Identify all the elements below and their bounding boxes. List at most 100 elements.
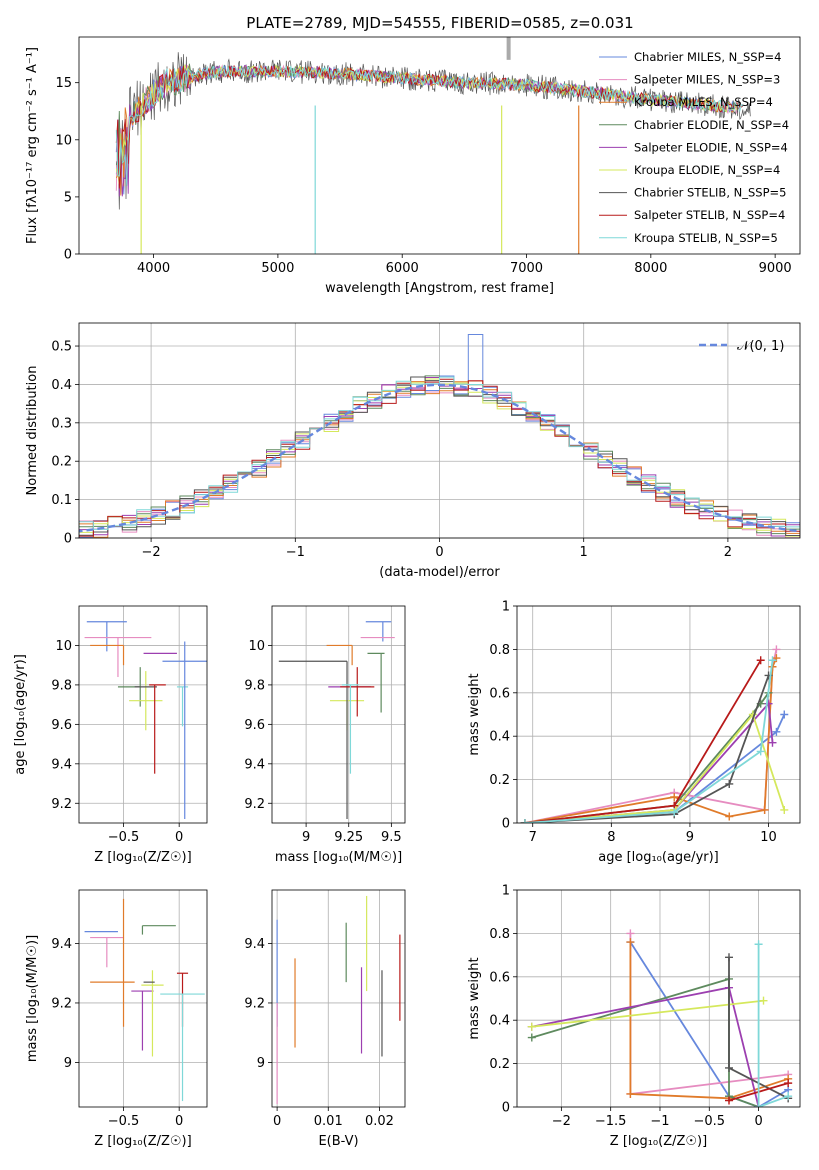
x-tick-label: −0.5 xyxy=(108,830,140,845)
mass-weight-point xyxy=(768,656,777,665)
legend-label: Chabrier ELODIE, N_SSP=4 xyxy=(634,118,789,132)
spectrum-sky-line xyxy=(506,37,511,60)
x-tick-label: −2 xyxy=(552,1114,571,1129)
x-tick-label: 4000 xyxy=(137,261,170,276)
mass-vs-metallicity-panel: −0.5 0 9 9.2 9.4 Z [log₁₀(Z/Z☉)] mass [log₁₀(M… xyxy=(25,889,208,1149)
mass-weight-point xyxy=(527,1022,536,1031)
mass-weight-point xyxy=(780,710,789,719)
mass-vs-ebv-panel: 0 0.01 0.02 9 9.2 9.4 E(B-V) xyxy=(244,889,406,1149)
plot-area xyxy=(527,929,793,1107)
y-tick-label: 9.2 xyxy=(51,797,72,812)
x-tick-label: 8 xyxy=(607,830,615,845)
plot-area xyxy=(278,621,395,820)
mass-weight-point xyxy=(626,1089,635,1098)
y-axis-label: mass [log₁₀(M/M☉)] xyxy=(25,935,40,1062)
x-tick-label: 0.01 xyxy=(314,1114,343,1129)
plot-area xyxy=(84,898,205,1102)
y-tick-label: 0.8 xyxy=(489,643,510,658)
x-tick-label: 9.25 xyxy=(334,830,363,845)
x-axis-label: Z [log₁₀(Z/Z☉)] xyxy=(610,1134,707,1149)
mass-weight-line xyxy=(524,712,786,823)
mass-weight-vs-age-panel: 7 8 9 10 0 0.2 0.4 0.6 0.8 1 age [log₁₀(age/yr)] ma… xyxy=(467,600,801,865)
x-tick-label: 0 xyxy=(435,545,443,560)
x-axis-label: Z [log₁₀(Z/Z☉)] xyxy=(94,850,191,865)
axes-frame xyxy=(78,36,801,255)
y-tick-label: 0.2 xyxy=(489,773,510,788)
legend-label: 𝒩(0, 1) xyxy=(737,339,784,354)
plot-area xyxy=(115,37,751,254)
x-tick-label: 2 xyxy=(724,545,732,560)
x-tick-label: 6000 xyxy=(386,261,419,276)
x-tick-label: 7 xyxy=(529,830,537,845)
mass-weight-point xyxy=(725,812,734,821)
mass-weight-line xyxy=(524,660,774,823)
mass-weight-point xyxy=(784,1079,793,1088)
y-tick-label: 0.1 xyxy=(51,493,72,508)
x-axis-label: Z [log₁₀(Z/Z☉)] xyxy=(94,1134,191,1149)
y-tick-label: 1 xyxy=(502,600,510,615)
mass-weight-point xyxy=(527,1033,536,1042)
y-tick-label: 0 xyxy=(502,1101,510,1116)
x-tick-label: −2 xyxy=(142,545,161,560)
spectrum-panel: 4000 5000 6000 7000 8000 9000 0 5 10 15 wavelength… xyxy=(25,36,801,296)
y-tick-label: 0.5 xyxy=(51,340,72,355)
age-vs-metallicity-panel: −0.5 0 9.2 9.4 9.6 9.8 10 Z [log₁₀(Z/Z☉)] age [l… xyxy=(13,605,208,865)
mass-weight-point xyxy=(768,738,777,747)
age-vs-mass-panel: 9 9.25 9.5 9.2 9.4 9.6 9.8 10 mass [log₁₀(M/M☉)] xyxy=(244,605,406,865)
mass-weight-point xyxy=(760,805,769,814)
mass-weight-point xyxy=(754,1103,763,1107)
y-tick-label: 0.8 xyxy=(489,927,510,942)
x-tick-label: 0.02 xyxy=(365,1114,394,1129)
axes-frame xyxy=(516,889,801,1108)
legend-label: Salpeter STELIB, N_SSP=4 xyxy=(634,208,785,222)
y-tick-label: 0.6 xyxy=(489,970,510,985)
mass-weight-point xyxy=(670,808,679,817)
x-tick-label: 9 xyxy=(686,830,694,845)
legend-label: Kroupa ELODIE, N_SSP=4 xyxy=(634,163,780,177)
y-tick-label: 0 xyxy=(64,248,72,263)
mass-weight-point xyxy=(759,996,768,1005)
y-tick-label: 9 xyxy=(64,1056,72,1071)
plot-area xyxy=(84,621,207,820)
legend-label: Kroupa MILES, N_SSP=4 xyxy=(634,95,773,109)
x-tick-label: 5000 xyxy=(261,261,294,276)
mass-weight-point xyxy=(520,819,529,823)
plot-area xyxy=(79,334,800,538)
x-tick-label: 0 xyxy=(175,1114,183,1129)
y-axis-label: mass weight xyxy=(467,673,482,755)
mass-weight-vs-metallicity-panel: −2 −1.5 −1 −0.5 0 0 0.2 0.4 0.6 0.8 1 Z [log₁₀(Z/Z☉… xyxy=(467,884,801,1149)
y-tick-label: 9.2 xyxy=(244,797,265,812)
y-tick-label: 10 xyxy=(55,133,72,148)
mass-weight-line xyxy=(531,999,764,1028)
y-tick-label: 1 xyxy=(502,884,510,899)
y-tick-label: 0.4 xyxy=(489,730,510,745)
mass-weight-line xyxy=(524,675,770,823)
x-tick-label: 0 xyxy=(754,1114,762,1129)
mass-weight-point xyxy=(764,699,773,708)
y-tick-label: 0.3 xyxy=(51,416,72,431)
x-tick-label: 8000 xyxy=(634,261,667,276)
plot-area xyxy=(520,645,789,823)
y-tick-label: 9.2 xyxy=(244,996,265,1011)
mass-weight-point xyxy=(725,1063,734,1072)
x-tick-label: 7000 xyxy=(510,261,543,276)
y-tick-label: 0.2 xyxy=(489,1057,510,1072)
mass-weight-point xyxy=(670,792,679,801)
figure-title: PLATE=2789, MJD=54555, FIBERID=0585, z=0… xyxy=(246,14,633,32)
y-axis-label: Flux [fλ10⁻¹⁷ erg cm⁻² s⁻¹ A⁻¹] xyxy=(25,47,40,244)
y-tick-label: 0 xyxy=(64,532,72,547)
mass-weight-point xyxy=(725,1096,734,1105)
y-tick-label: 9.4 xyxy=(51,757,72,772)
mass-weight-point xyxy=(725,953,734,962)
y-tick-label: 10 xyxy=(248,639,265,654)
legend-label: Chabrier STELIB, N_SSP=5 xyxy=(634,186,786,200)
x-tick-label: 0 xyxy=(273,1114,281,1129)
mass-weight-point xyxy=(772,645,781,654)
x-tick-label: −0.5 xyxy=(693,1114,725,1129)
mass-weight-point xyxy=(780,805,789,814)
spectrum-model-line xyxy=(115,64,744,186)
y-axis-label: age [log₁₀(age/yr)] xyxy=(13,654,28,775)
y-tick-label: 9.4 xyxy=(244,937,265,952)
residuals-panel: −2 −1 0 1 2 0 0.1 0.2 0.3 0.4 0.5 (data-model)/erro… xyxy=(25,322,801,580)
